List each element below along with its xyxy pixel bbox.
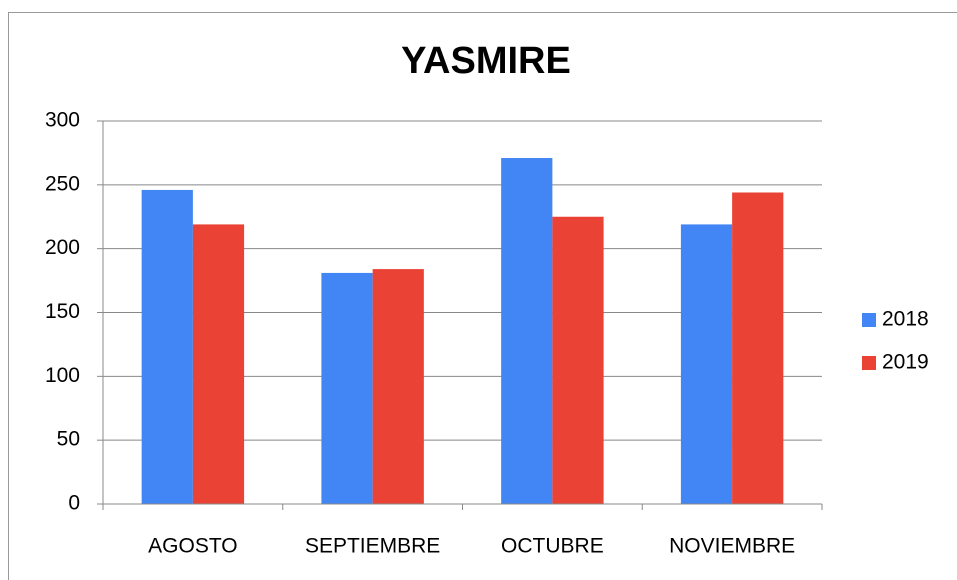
x-tick-label: AGOSTO <box>148 535 237 558</box>
x-tick-label: NOVIEMBRE <box>669 535 795 558</box>
legend-label: 2018 <box>882 308 929 331</box>
legend-swatch <box>862 313 876 327</box>
y-tick-label: 150 <box>45 300 80 323</box>
chart-title: YASMIRE <box>401 40 571 82</box>
bar <box>141 189 193 504</box>
y-tick-label: 200 <box>45 236 80 259</box>
y-tick-label: 0 <box>68 492 80 515</box>
bar <box>321 272 373 504</box>
bar <box>732 192 784 504</box>
bar <box>501 158 553 505</box>
bar <box>192 224 245 504</box>
y-tick-label: 100 <box>45 364 80 387</box>
bar <box>552 216 604 504</box>
bar <box>372 269 424 504</box>
legend-label: 2019 <box>882 351 929 374</box>
y-tick-label: 250 <box>45 172 80 195</box>
legend-swatch <box>862 356 876 370</box>
y-tick-label: 50 <box>57 428 80 451</box>
x-tick-label: SEPTIEMBRE <box>305 535 440 558</box>
bar <box>680 224 733 504</box>
x-tick-label: OCTUBRE <box>501 535 604 558</box>
y-tick-label: 300 <box>45 109 80 132</box>
